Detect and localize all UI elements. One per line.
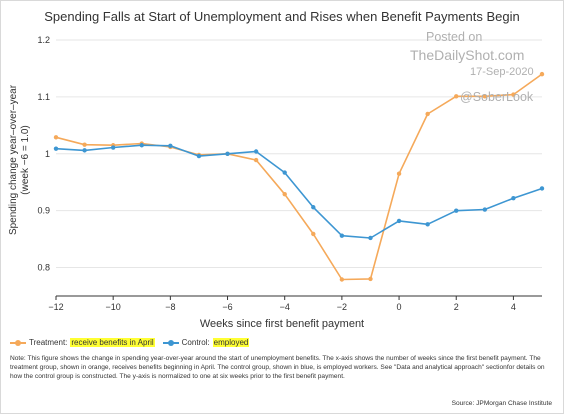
x-tick-label: 4 — [511, 302, 516, 312]
data-point-control — [425, 222, 430, 227]
data-point-control — [282, 170, 287, 175]
data-point-control — [168, 143, 173, 149]
y-tick-label: 1.1 — [37, 92, 50, 102]
x-axis-label: Weeks since first benefit payment — [199, 318, 365, 330]
gridlines — [56, 39, 542, 269]
data-point-control — [110, 145, 116, 150]
data-point-control — [225, 151, 230, 156]
watermark-handle: @SoberLook — [460, 90, 534, 104]
data-point-treatment — [511, 92, 516, 97]
data-point-control — [139, 143, 144, 148]
x-tick-label: −12 — [48, 302, 63, 312]
y-tick-labels: 0.8 0.9 1 1.1 1.2 — [37, 35, 50, 273]
chart-title: Spending Falls at Start of Unemployment … — [44, 9, 520, 24]
figure-note: Note: This figure shows the change in sp… — [10, 355, 545, 380]
data-point-control — [368, 235, 373, 241]
legend: Treatment: receive benefits in April Con… — [10, 338, 250, 347]
watermark-posted-on: Posted on — [426, 30, 483, 44]
data-point-control — [339, 233, 345, 238]
data-point-treatment — [82, 142, 87, 147]
y-tick-label: 1 — [45, 149, 50, 159]
data-point-control — [311, 205, 316, 210]
source-credit: Source: JPMorgan Chase Institute — [451, 400, 552, 407]
y-axis-label-line2: (week −6 = 1.0) — [20, 125, 31, 194]
legend-treatment-highlight: receive benefits in April — [70, 338, 155, 347]
data-point-treatment — [53, 135, 59, 140]
legend-treatment-prefix: Treatment: — [29, 338, 68, 347]
data-point-treatment — [282, 191, 287, 197]
x-tick-label: 2 — [454, 302, 459, 312]
x-tick-labels: −12 −10 −8 −6 −4 −2 0 2 4 — [48, 296, 516, 312]
data-point-treatment — [396, 171, 402, 176]
legend-control-prefix: Control: — [181, 338, 210, 347]
data-point-treatment — [253, 157, 259, 163]
x-tick-label: −6 — [222, 302, 232, 312]
data-point-control — [396, 218, 402, 224]
x-tick-label: −10 — [106, 302, 121, 312]
data-point-control — [253, 149, 259, 154]
data-point-control — [482, 207, 488, 212]
y-tick-label: 1.2 — [37, 35, 50, 45]
legend-item-control: Control: employed — [162, 338, 250, 347]
y-axis-label: Spending change year–over–year (week −6 … — [8, 84, 31, 235]
legend-swatch-treatment — [10, 339, 26, 346]
legend-swatch-control — [162, 339, 179, 346]
data-point-control — [196, 153, 202, 159]
data-point-treatment — [311, 231, 316, 237]
data-point-control — [82, 148, 87, 153]
data-point-control — [53, 146, 59, 151]
data-point-control — [539, 186, 545, 191]
y-tick-label: 0.9 — [37, 206, 50, 216]
watermark-date: 17-Sep-2020 — [470, 66, 534, 78]
data-point-treatment — [339, 277, 345, 282]
data-point-control — [454, 208, 459, 213]
y-tick-label: 0.8 — [37, 263, 50, 273]
data-point-control — [511, 195, 516, 201]
y-axis-label-line1: Spending change year–over–year — [8, 84, 19, 235]
x-tick-label: 0 — [397, 302, 402, 312]
data-point-treatment — [539, 71, 545, 77]
data-point-treatment — [454, 94, 459, 99]
legend-item-treatment: Treatment: receive benefits in April — [10, 338, 155, 347]
legend-control-highlight: employed — [212, 338, 250, 347]
x-tick-label: −8 — [165, 302, 175, 312]
data-point-treatment — [482, 94, 488, 99]
series-line-control — [55, 144, 543, 239]
x-tick-label: −4 — [280, 302, 290, 312]
series-line-treatment — [55, 73, 543, 281]
data-point-treatment — [425, 111, 430, 117]
x-tick-label: −2 — [337, 302, 347, 312]
series-layer — [53, 71, 545, 282]
data-point-treatment — [368, 276, 373, 282]
watermark-site: TheDailyShot.com — [410, 47, 525, 63]
